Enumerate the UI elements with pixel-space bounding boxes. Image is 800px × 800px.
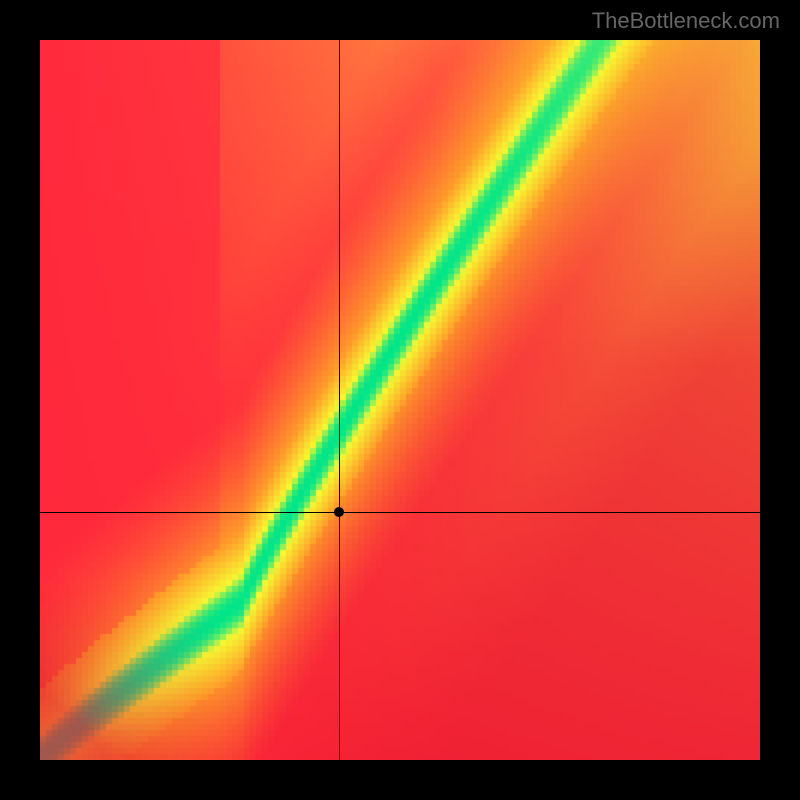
marker-dot — [334, 507, 344, 517]
crosshair-vertical — [339, 40, 340, 760]
root: TheBottleneck.com — [0, 0, 800, 800]
crosshair-horizontal — [40, 512, 760, 513]
watermark-text: TheBottleneck.com — [592, 8, 780, 34]
heatmap-plot — [40, 40, 760, 760]
heatmap-canvas — [40, 40, 760, 760]
